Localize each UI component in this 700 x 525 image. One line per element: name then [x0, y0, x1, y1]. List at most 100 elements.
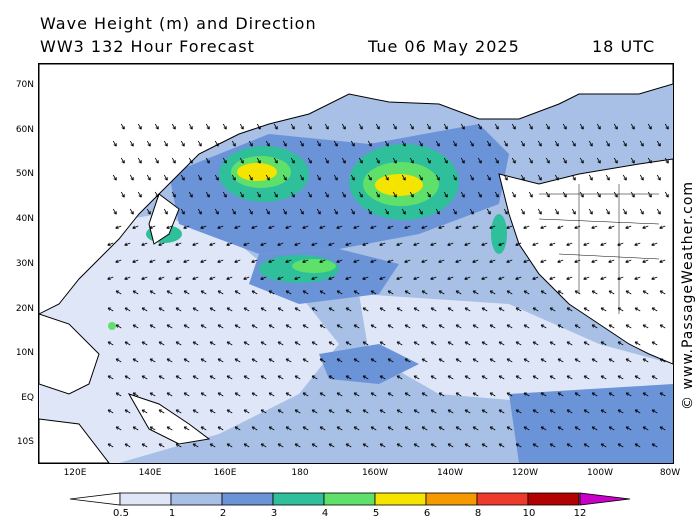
wave-arrow	[540, 290, 547, 295]
wave-arrow-head	[302, 358, 305, 362]
wave-arrow	[600, 443, 607, 448]
wave-arrow-head	[506, 290, 509, 294]
wave-map[interactable]	[38, 63, 674, 464]
wave-arrow	[149, 225, 156, 229]
wave-arrow	[175, 341, 182, 346]
wave-arrow	[311, 409, 318, 414]
wave-arrow-head	[226, 375, 229, 379]
wave-arrow	[489, 290, 496, 295]
wave-arrow	[630, 191, 635, 198]
wave-arrow	[316, 208, 321, 215]
wave-arrow-head	[379, 375, 382, 379]
wave-arrow	[617, 276, 624, 280]
wave-arrow-head	[634, 409, 637, 413]
wave-arrow-head	[438, 358, 441, 362]
wave-arrow-head	[130, 178, 134, 181]
wave-arrow-head	[512, 161, 516, 164]
wave-arrow	[324, 191, 329, 198]
wave-arrow-head	[651, 341, 654, 345]
wave-arrow-head	[419, 144, 423, 147]
wave-arrow-head	[277, 341, 280, 345]
wave-arrow-head	[659, 324, 662, 328]
wave-arrow-head	[132, 225, 135, 229]
wave-arrow	[132, 358, 139, 363]
wave-arrow-head	[370, 358, 373, 362]
wave-arrow-head	[138, 195, 142, 198]
wave-arrow	[200, 392, 207, 397]
wave-arrow	[268, 290, 275, 295]
wave-arrow	[294, 443, 301, 448]
wave-arrow	[511, 123, 516, 130]
wave-arrow-head	[600, 443, 603, 447]
wave-arrow-head	[464, 443, 467, 447]
wave-arrow-head	[132, 324, 135, 328]
wave-arrow-head	[325, 127, 329, 130]
wave-arrow	[217, 259, 224, 263]
wave-arrow-head	[515, 276, 518, 280]
wave-arrow	[469, 174, 474, 181]
wave-arrow-head	[274, 195, 278, 198]
wave-arrow	[591, 324, 598, 329]
wave-arrow	[234, 324, 241, 329]
wave-arrow	[455, 324, 462, 329]
wave-arrow-head	[404, 392, 407, 396]
wave-arrow	[557, 225, 564, 229]
wave-arrow-head	[532, 375, 535, 379]
wave-arrow	[319, 426, 326, 431]
wave-arrow-head	[302, 324, 305, 328]
wave-arrow	[336, 392, 343, 397]
wave-arrow-head	[574, 225, 577, 229]
wave-arrow-head	[285, 225, 288, 229]
wave-arrow-head	[291, 195, 295, 198]
wave-arrow	[205, 157, 210, 164]
wave-arrow-head	[498, 443, 501, 447]
wave-arrow	[260, 409, 267, 414]
wave-arrow	[396, 375, 403, 380]
wave-arrow-head	[268, 392, 271, 396]
wave-arrow-head	[498, 375, 501, 379]
wave-arrow	[175, 242, 182, 246]
wave-arrow-head	[141, 409, 144, 413]
wave-arrow-head	[217, 324, 220, 328]
wave-arrow-head	[328, 307, 331, 311]
wave-arrow-head	[209, 307, 212, 311]
wave-arrow-head	[268, 290, 271, 294]
wave-arrow	[617, 409, 624, 414]
wave-arrow-head	[589, 178, 593, 181]
wave-arrow-head	[379, 341, 382, 345]
wave-arrow-head	[472, 259, 475, 263]
wave-arrow-head	[121, 161, 125, 164]
wave-arrow	[464, 375, 471, 380]
wave-arrow-head	[436, 212, 440, 215]
wave-arrow-head	[625, 259, 628, 263]
wave-arrow	[154, 191, 159, 198]
wave-arrow	[192, 307, 199, 312]
wave-arrow	[132, 225, 139, 229]
wave-arrow	[345, 443, 352, 448]
wave-arrow-head	[302, 426, 305, 430]
wave-arrow	[486, 174, 491, 181]
wave-arrow-head	[192, 307, 195, 311]
wave-arrow	[481, 409, 488, 414]
wave-arrow-head	[353, 290, 356, 294]
wave-arrow	[642, 259, 649, 263]
wave-arrow-head	[206, 195, 210, 198]
wave-arrow	[557, 324, 564, 329]
wave-arrow	[523, 225, 530, 229]
wave-arrow-head	[464, 242, 467, 246]
wave-arrow	[651, 307, 658, 312]
wave-arrow-head	[421, 426, 424, 430]
wave-arrow	[656, 140, 661, 147]
wave-arrow	[387, 324, 394, 329]
wave-arrow	[336, 225, 343, 229]
wave-arrow	[651, 341, 658, 346]
wave-arrow	[387, 392, 394, 397]
wave-arrow	[166, 259, 173, 263]
wave-arrow	[617, 341, 624, 346]
wave-arrow	[489, 426, 496, 431]
lat-label-70n: 70N	[15, 80, 34, 90]
wave-arrow	[430, 375, 437, 380]
wave-arrow	[260, 443, 267, 448]
wave-arrow	[226, 276, 233, 280]
wave-arrow-head	[566, 409, 569, 413]
